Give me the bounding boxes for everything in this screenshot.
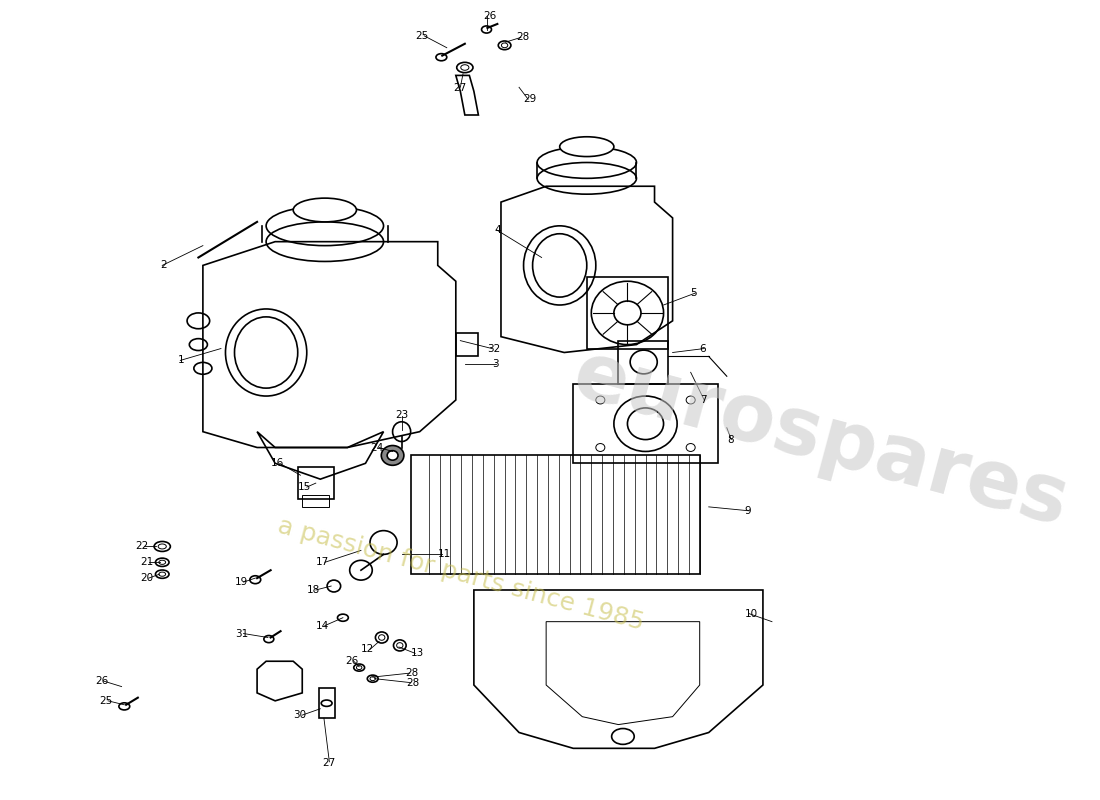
Text: 27: 27 — [453, 83, 468, 94]
Text: 31: 31 — [234, 629, 249, 638]
Text: 26: 26 — [483, 11, 496, 21]
Text: 12: 12 — [361, 644, 374, 654]
Bar — [298, 467, 334, 499]
Text: 27: 27 — [322, 758, 335, 768]
Ellipse shape — [294, 198, 356, 222]
Text: 21: 21 — [140, 558, 153, 567]
Text: 15: 15 — [298, 482, 311, 492]
Text: 28: 28 — [405, 668, 418, 678]
Ellipse shape — [387, 450, 398, 460]
Text: 19: 19 — [234, 577, 249, 587]
Text: 26: 26 — [95, 676, 108, 686]
Text: 4: 4 — [494, 225, 501, 234]
Bar — [618, 341, 668, 384]
Bar — [573, 384, 718, 463]
Text: 7: 7 — [700, 395, 706, 405]
Bar — [410, 455, 700, 574]
Text: eurospares: eurospares — [564, 336, 1077, 543]
Bar — [586, 278, 668, 349]
Bar — [455, 333, 478, 357]
Text: 1: 1 — [178, 355, 185, 366]
Ellipse shape — [382, 446, 404, 466]
Text: 29: 29 — [524, 94, 537, 104]
Text: 13: 13 — [410, 648, 424, 658]
Text: 32: 32 — [487, 343, 500, 354]
Text: 20: 20 — [140, 573, 153, 583]
Text: 9: 9 — [745, 506, 751, 516]
Ellipse shape — [560, 137, 614, 157]
Text: 18: 18 — [307, 585, 320, 595]
Text: 22: 22 — [135, 542, 149, 551]
Text: 25: 25 — [99, 696, 112, 706]
Text: 11: 11 — [438, 550, 451, 559]
Bar — [319, 688, 334, 718]
Text: 3: 3 — [492, 359, 498, 370]
Text: 24: 24 — [371, 442, 384, 453]
Text: 25: 25 — [416, 31, 429, 41]
Text: 28: 28 — [406, 678, 419, 688]
Text: 5: 5 — [691, 288, 697, 298]
Text: 6: 6 — [700, 343, 706, 354]
Text: 28: 28 — [516, 33, 529, 42]
Text: a passion for parts since 1985: a passion for parts since 1985 — [275, 514, 647, 634]
Ellipse shape — [614, 301, 641, 325]
Text: 26: 26 — [345, 656, 359, 666]
Text: 2: 2 — [161, 261, 167, 270]
Ellipse shape — [627, 408, 663, 439]
Text: 30: 30 — [294, 710, 307, 720]
Text: 17: 17 — [316, 558, 329, 567]
Text: 10: 10 — [745, 609, 758, 618]
Text: 14: 14 — [316, 621, 329, 630]
Text: 16: 16 — [271, 458, 284, 468]
Bar — [302, 495, 329, 507]
Text: 23: 23 — [395, 410, 408, 420]
Text: 8: 8 — [727, 434, 734, 445]
